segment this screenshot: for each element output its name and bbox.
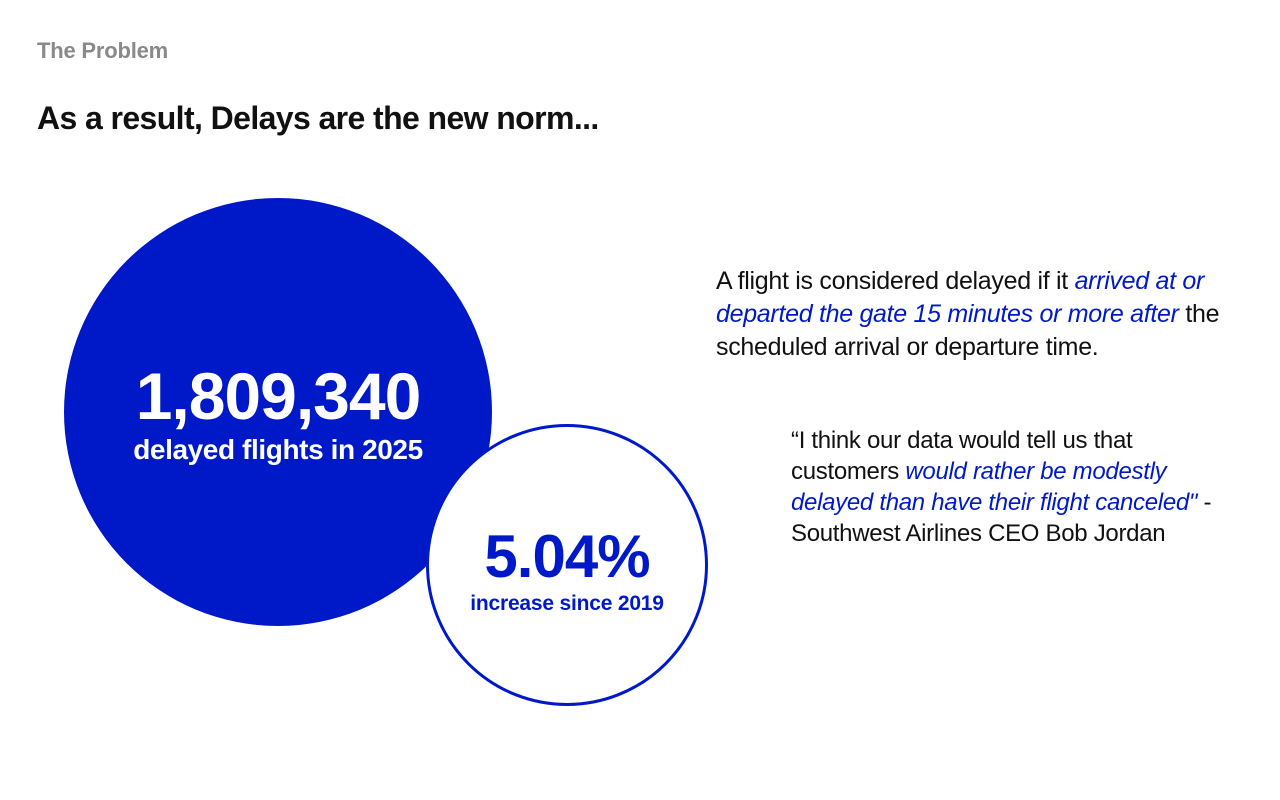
delayed-flights-caption: delayed flights in 2025	[133, 434, 423, 465]
increase-caption: increase since 2019	[470, 592, 664, 615]
ceo-quote: “I think our data would tell us that cus…	[791, 425, 1231, 549]
quote-lead: “I think our data would tell us that cus…	[791, 427, 1133, 485]
increase-stat-circle: 5.04% increase since 2019	[426, 424, 708, 706]
section-label: The Problem	[37, 38, 169, 63]
quote-emphasis: would rather be modestly delayed than ha…	[791, 458, 1198, 516]
definition-emphasis: arrived at or departed the gate 15 minut…	[716, 267, 1205, 328]
quote-attribution: - Southwest Airlines CEO Bob Jordan	[791, 489, 1212, 547]
definition-tail: the scheduled arrival or departure time.	[716, 300, 1220, 361]
increase-percentage: 5.04%	[484, 523, 650, 590]
definition-lead: A flight is considered delayed if it	[716, 267, 1075, 295]
delayed-flights-stat-circle: 1,809,340 delayed flights in 2025	[64, 198, 492, 626]
delayed-flights-count: 1,809,340	[135, 359, 422, 433]
delay-definition: A flight is considered delayed if it arr…	[716, 265, 1236, 364]
slide-title: As a result, Delays are the new norm...	[37, 100, 599, 136]
